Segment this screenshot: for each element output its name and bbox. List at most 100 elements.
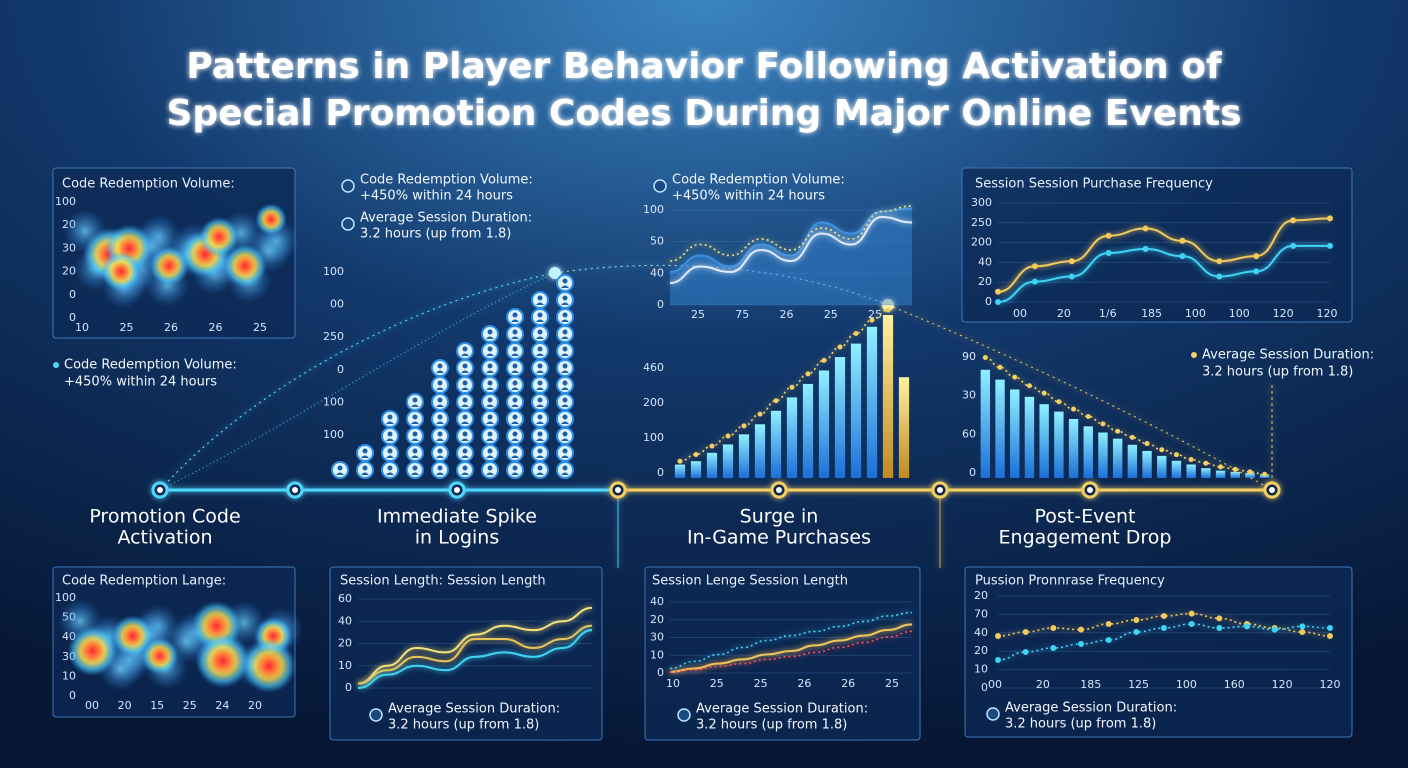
bar <box>1245 473 1255 478</box>
y-tick-label: 100 <box>55 195 76 208</box>
x-tick-label: 26 <box>841 677 855 690</box>
y-tick-label: 100 <box>323 428 344 441</box>
y-tick-label: 250 <box>971 216 992 229</box>
y-tick-label: 460 <box>643 361 664 374</box>
y-tick-label: 40 <box>978 255 992 268</box>
user-body <box>511 387 519 390</box>
point <box>1012 374 1018 380</box>
timeline-node-core <box>157 487 163 493</box>
point <box>1188 621 1195 627</box>
user-body <box>461 353 469 356</box>
user-head <box>537 380 543 386</box>
callout-dot <box>1191 352 1197 358</box>
x-tick-label: 185 <box>1080 678 1101 691</box>
user-head <box>437 397 443 403</box>
user-head <box>387 431 393 437</box>
timeline-node-core <box>776 487 782 493</box>
user-body <box>536 370 544 373</box>
line <box>669 205 913 262</box>
curve <box>159 272 556 491</box>
point <box>1244 623 1250 630</box>
point <box>1299 629 1306 635</box>
point <box>1253 253 1260 260</box>
user-head <box>462 465 468 471</box>
user-body <box>461 387 469 390</box>
bar <box>995 379 1005 478</box>
user-body <box>536 421 544 424</box>
user-body <box>511 472 519 475</box>
point <box>1188 610 1195 617</box>
x-tick-label: 00 <box>1013 307 1027 320</box>
point <box>1133 617 1140 623</box>
point <box>709 443 715 449</box>
point <box>1216 615 1223 622</box>
user-body <box>561 370 569 373</box>
user-head <box>462 431 468 437</box>
note-icon <box>341 179 355 193</box>
point <box>693 451 699 457</box>
bar <box>786 397 798 478</box>
user-head <box>537 448 543 454</box>
user-head <box>562 380 568 386</box>
user-head <box>462 414 468 420</box>
user-body <box>561 387 569 390</box>
user-head <box>537 312 543 318</box>
x-tick-label: 26 <box>209 321 223 334</box>
user-body <box>561 438 569 441</box>
callout-dot <box>53 362 59 368</box>
user-head <box>537 414 543 420</box>
user-body <box>486 438 494 441</box>
x-tick-label: 25 <box>183 699 197 712</box>
point <box>1161 613 1167 619</box>
point <box>869 317 875 323</box>
point <box>1179 237 1186 244</box>
point <box>1078 641 1084 647</box>
x-tick-label: 120 <box>1273 307 1294 320</box>
bar <box>850 343 862 478</box>
y-tick-label: 0 <box>69 311 76 324</box>
heat-spot <box>111 615 154 657</box>
bar <box>1054 411 1064 478</box>
point <box>1327 633 1333 639</box>
heat-spot <box>67 625 118 677</box>
timeline-node-core <box>1269 487 1275 493</box>
y-tick-label: 0 <box>69 288 76 301</box>
y-tick-label: 0 <box>657 298 664 311</box>
x-tick-label: 1/6 <box>1099 307 1117 320</box>
user-head <box>537 363 543 369</box>
x-tick-label: 26 <box>164 321 178 334</box>
x-tick-label: 25 <box>754 677 768 690</box>
panel: Code Redemption Volume:10020302000102526… <box>52 167 299 339</box>
y-tick-label: 10 <box>650 648 664 661</box>
user-body <box>486 336 494 339</box>
user-body <box>536 438 544 441</box>
user-head <box>562 465 568 471</box>
bar <box>882 315 894 478</box>
bar <box>1157 455 1167 478</box>
point <box>1031 278 1038 285</box>
user-head <box>462 397 468 403</box>
line <box>357 624 593 685</box>
y-tick-label: 20 <box>650 613 664 626</box>
bar <box>1024 396 1035 478</box>
user-head <box>562 329 568 335</box>
line <box>669 215 913 284</box>
line <box>357 629 593 689</box>
user-head <box>562 295 568 301</box>
timeline-node-core <box>292 487 298 493</box>
point <box>1050 625 1057 631</box>
note-text: Average Session Duration: <box>388 702 560 717</box>
user-head <box>562 346 568 352</box>
bar <box>770 410 782 478</box>
user-head <box>512 397 518 403</box>
stage-label: Surge in <box>740 506 819 528</box>
y-tick-label: 20 <box>974 644 988 657</box>
heat-spot <box>195 633 251 689</box>
x-tick-label: 20 <box>248 699 262 712</box>
user-body <box>486 353 494 356</box>
point <box>1247 469 1253 475</box>
x-tick-label: 125 <box>1128 678 1149 691</box>
point <box>1056 399 1062 405</box>
bar <box>1068 418 1079 478</box>
